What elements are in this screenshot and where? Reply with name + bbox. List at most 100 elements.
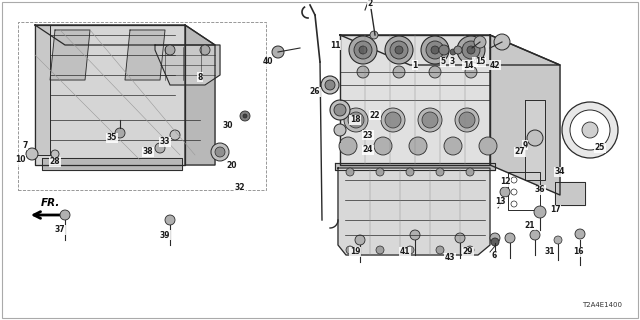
Polygon shape (50, 30, 90, 80)
Text: 3: 3 (449, 58, 454, 67)
Text: 42: 42 (490, 60, 500, 69)
Text: 1: 1 (412, 60, 418, 69)
Text: 41: 41 (400, 247, 410, 257)
Circle shape (500, 187, 510, 197)
Circle shape (467, 46, 475, 54)
Circle shape (334, 124, 346, 136)
Circle shape (376, 246, 384, 254)
Circle shape (395, 46, 403, 54)
Text: 31: 31 (545, 247, 556, 257)
Text: 13: 13 (495, 197, 505, 206)
Circle shape (439, 45, 449, 55)
Circle shape (429, 66, 441, 78)
Circle shape (444, 137, 462, 155)
Circle shape (240, 111, 250, 121)
Circle shape (26, 148, 38, 160)
Circle shape (359, 46, 367, 54)
Circle shape (60, 210, 70, 220)
Circle shape (165, 45, 175, 55)
Polygon shape (340, 35, 560, 65)
Circle shape (530, 230, 540, 240)
Circle shape (511, 177, 517, 183)
Text: 40: 40 (263, 58, 273, 67)
Circle shape (376, 168, 384, 176)
Polygon shape (335, 163, 495, 170)
Circle shape (436, 168, 444, 176)
Circle shape (479, 137, 497, 155)
Circle shape (349, 36, 377, 64)
Text: 12: 12 (500, 178, 510, 187)
Circle shape (534, 206, 546, 218)
Circle shape (570, 110, 610, 150)
Circle shape (455, 233, 465, 243)
Circle shape (348, 112, 364, 128)
Text: 23: 23 (363, 131, 373, 140)
Circle shape (406, 168, 414, 176)
Circle shape (554, 236, 562, 244)
Text: 9: 9 (522, 140, 527, 149)
Circle shape (454, 46, 462, 54)
Text: 20: 20 (227, 161, 237, 170)
Circle shape (243, 114, 247, 118)
Circle shape (426, 41, 444, 59)
Bar (18, 22, 266, 190)
Text: 4: 4 (472, 58, 477, 67)
Polygon shape (42, 158, 182, 170)
Polygon shape (35, 25, 215, 45)
Circle shape (211, 143, 229, 161)
Circle shape (200, 45, 210, 55)
Circle shape (421, 36, 449, 64)
Circle shape (374, 137, 392, 155)
Circle shape (511, 189, 517, 195)
Text: T2A4E1400: T2A4E1400 (582, 302, 622, 308)
Polygon shape (155, 45, 220, 85)
Polygon shape (340, 35, 490, 165)
Circle shape (406, 246, 414, 254)
Text: 10: 10 (15, 156, 25, 164)
Text: 6: 6 (492, 252, 497, 260)
Circle shape (165, 215, 175, 225)
Circle shape (334, 104, 346, 116)
Circle shape (465, 66, 477, 78)
Circle shape (410, 230, 420, 240)
Circle shape (490, 233, 500, 243)
Circle shape (491, 238, 499, 246)
Text: 33: 33 (160, 138, 170, 147)
Text: 29: 29 (463, 247, 473, 257)
Circle shape (393, 66, 405, 78)
Circle shape (346, 168, 354, 176)
Text: 27: 27 (515, 148, 525, 156)
Circle shape (330, 100, 350, 120)
Circle shape (457, 36, 485, 64)
Text: 8: 8 (197, 73, 203, 82)
Text: 43: 43 (445, 253, 455, 262)
Text: 32: 32 (235, 183, 245, 193)
Polygon shape (185, 25, 215, 165)
Circle shape (385, 36, 413, 64)
Text: 25: 25 (595, 143, 605, 153)
Circle shape (272, 46, 284, 58)
Circle shape (346, 246, 354, 254)
Text: FR.: FR. (40, 198, 60, 208)
Text: 35: 35 (107, 133, 117, 142)
Circle shape (215, 147, 225, 157)
Circle shape (505, 233, 515, 243)
Circle shape (418, 108, 442, 132)
Circle shape (511, 201, 517, 207)
Text: 2: 2 (367, 0, 372, 9)
Text: 18: 18 (349, 116, 360, 124)
Circle shape (474, 36, 486, 48)
Text: 26: 26 (310, 87, 320, 97)
Circle shape (582, 122, 598, 138)
Polygon shape (35, 25, 185, 165)
Circle shape (575, 229, 585, 239)
Circle shape (494, 34, 510, 50)
Circle shape (370, 31, 378, 39)
Circle shape (51, 150, 59, 158)
Text: 11: 11 (330, 41, 340, 50)
Circle shape (436, 246, 444, 254)
Circle shape (431, 46, 439, 54)
Circle shape (466, 246, 474, 254)
Text: 15: 15 (475, 58, 485, 67)
Circle shape (466, 168, 474, 176)
